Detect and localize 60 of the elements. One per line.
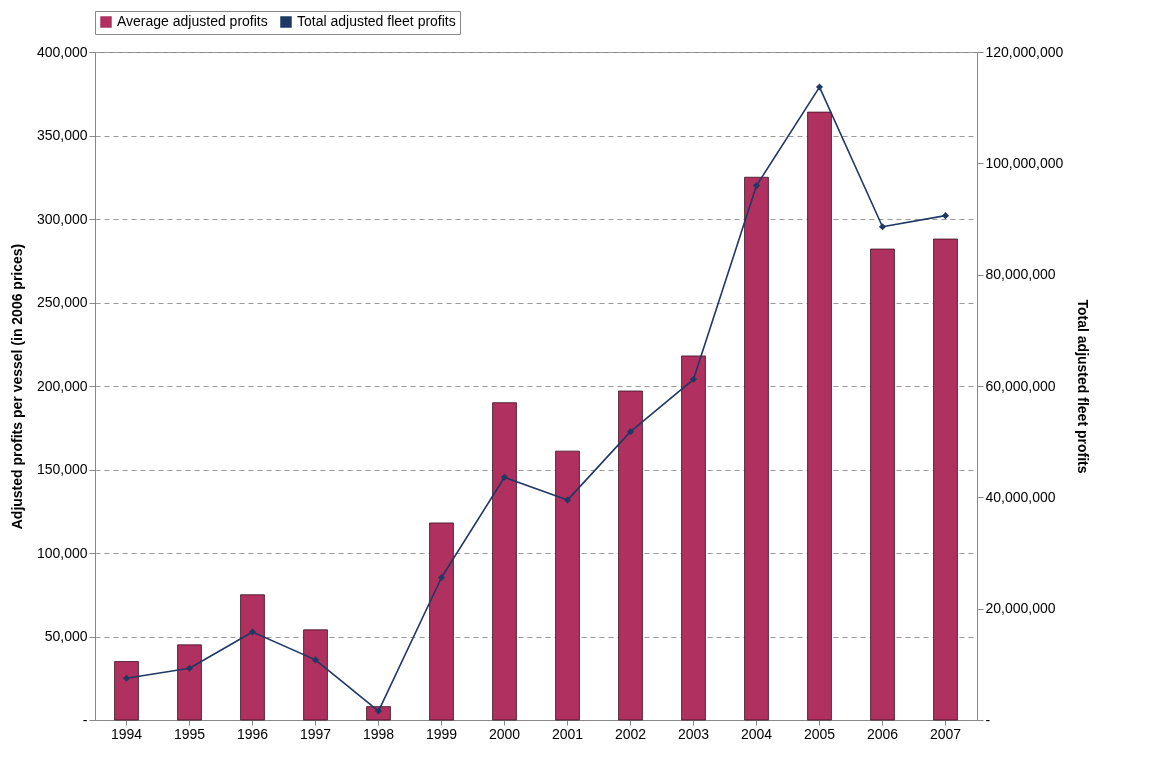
y-tick-label: 400,000 xyxy=(36,43,88,60)
point xyxy=(878,223,887,231)
y2-tick-label: 120,000,000 xyxy=(985,43,1064,60)
y2-tick-label: 40,000,000 xyxy=(985,488,1056,505)
y-tick-label: 100,000 xyxy=(36,544,88,561)
bar xyxy=(240,594,265,721)
point xyxy=(437,573,446,582)
bar xyxy=(303,629,328,721)
y-axis-title: Adjusted profits per vessel (in 2006 prices) xyxy=(8,243,25,530)
point xyxy=(626,428,635,436)
y2-tick-label: 60,000,000 xyxy=(985,377,1056,394)
point xyxy=(563,496,572,504)
point xyxy=(815,83,824,91)
x-tick-label: 1994 xyxy=(110,725,143,742)
bar xyxy=(618,390,643,721)
point xyxy=(500,473,509,481)
x-tick-label: 2001 xyxy=(551,725,584,742)
x-tick-label: 2004 xyxy=(740,725,773,742)
y-tick-label: 350,000 xyxy=(36,127,88,143)
legend-label: Average adjusted profits xyxy=(117,13,268,29)
y2-tick-label: 20,000,000 xyxy=(985,600,1056,617)
y2-tick-label: - xyxy=(985,711,991,728)
point xyxy=(248,628,257,636)
x-tick-label: 1996 xyxy=(236,725,269,742)
x-tick-label: 2003 xyxy=(677,725,710,742)
bar xyxy=(870,248,895,721)
x-tick-label: 2000 xyxy=(488,725,521,742)
x-tick-label: 1995 xyxy=(173,725,206,742)
y2-axis-title: Total adjusted fleet profits xyxy=(1075,299,1092,474)
x-tick-label: 1997 xyxy=(299,725,332,742)
x-tick-label: 2007 xyxy=(929,725,962,742)
bar xyxy=(807,111,832,721)
point xyxy=(185,664,194,672)
bar xyxy=(555,450,580,721)
x-tick-label: 1998 xyxy=(362,725,395,742)
x-tick-label: 2002 xyxy=(614,725,647,742)
point xyxy=(689,375,698,383)
y2-tick-label: 80,000,000 xyxy=(985,266,1056,283)
bar xyxy=(744,176,769,721)
point xyxy=(311,656,320,664)
bar xyxy=(429,522,454,721)
point xyxy=(122,674,131,682)
y-tick-label: 300,000 xyxy=(36,210,88,227)
point xyxy=(752,182,761,190)
x-tick-label: 2006 xyxy=(866,725,899,742)
bar xyxy=(177,644,202,721)
bar xyxy=(681,355,706,721)
bar xyxy=(933,238,958,721)
x-tick-label: 1999 xyxy=(425,725,458,742)
y-tick-label: 250,000 xyxy=(36,294,88,310)
bar xyxy=(492,402,517,721)
y-tick-label: 50,000 xyxy=(44,628,88,644)
y-tick-label: 150,000 xyxy=(36,461,88,477)
bar xyxy=(114,661,139,721)
y-tick-label: - xyxy=(82,711,88,728)
y2-tick-label: 100,000,000 xyxy=(985,154,1064,171)
y-tick-label: 200,000 xyxy=(36,377,88,394)
legend-label: Total adjusted fleet profits xyxy=(297,13,456,29)
x-tick-label: 2005 xyxy=(803,725,836,742)
point xyxy=(941,212,950,220)
